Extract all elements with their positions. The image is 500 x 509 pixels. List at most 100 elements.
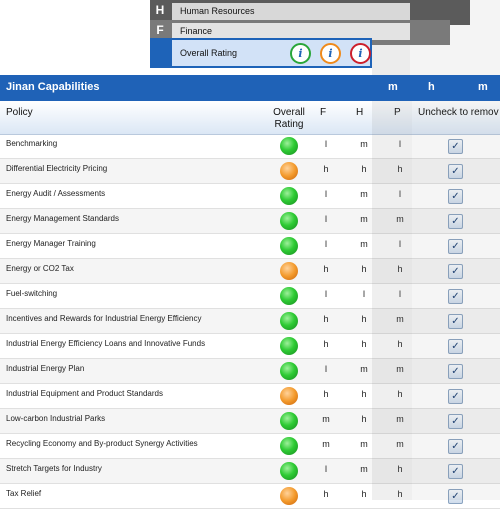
policy-name: Energy Audit / Assessments xyxy=(6,189,106,198)
value-h: h xyxy=(361,489,367,499)
rating-indicator-icon xyxy=(280,287,298,305)
table-row: Fuel-switching l l l ✓ xyxy=(0,284,500,309)
info-icon[interactable]: i xyxy=(320,43,341,64)
value-p: h xyxy=(397,489,403,499)
include-checkbox[interactable]: ✓ xyxy=(448,464,463,479)
rating-indicator-icon xyxy=(280,237,298,255)
value-f: h xyxy=(323,339,329,349)
rating-indicator-icon xyxy=(280,487,298,505)
header-overall: Overall xyxy=(273,107,305,118)
policy-name: Benchmarking xyxy=(6,139,58,148)
table-row: Benchmarking l m l ✓ xyxy=(0,134,500,159)
header-rating: Rating xyxy=(274,119,304,130)
value-f: h xyxy=(323,164,329,174)
rating-indicator-icon xyxy=(280,337,298,355)
include-checkbox[interactable]: ✓ xyxy=(448,139,463,154)
include-checkbox[interactable]: ✓ xyxy=(448,339,463,354)
value-p: h xyxy=(397,164,403,174)
table-row: Recycling Economy and By-product Synergy… xyxy=(0,434,500,459)
value-p: l xyxy=(399,239,401,249)
value-h: h xyxy=(361,414,367,424)
policy-name: Differential Electricity Pricing xyxy=(6,164,108,173)
rating-indicator-icon xyxy=(280,162,298,180)
info-icon[interactable]: i xyxy=(350,43,371,64)
include-checkbox[interactable]: ✓ xyxy=(448,489,463,504)
column-code: h xyxy=(428,81,435,93)
policy-name: Energy or CO2 Tax xyxy=(6,264,74,273)
table-row: Industrial Equipment and Product Standar… xyxy=(0,384,500,409)
rating-indicator-icon xyxy=(280,312,298,330)
value-p: h xyxy=(397,339,403,349)
table-row: Energy Audit / Assessments l m l ✓ xyxy=(0,184,500,209)
value-f: l xyxy=(325,289,327,299)
rating-indicator-icon xyxy=(280,262,298,280)
table-row: Industrial Energy Plan l m m ✓ xyxy=(0,359,500,384)
header-p: P xyxy=(394,107,401,118)
value-h: m xyxy=(360,239,368,249)
section-title: Jinan Capabilities xyxy=(6,81,100,93)
include-checkbox[interactable]: ✓ xyxy=(448,439,463,454)
tab-label: Finance xyxy=(180,26,213,36)
include-checkbox[interactable]: ✓ xyxy=(448,239,463,254)
value-h: h xyxy=(361,314,367,324)
tab-body: Finance xyxy=(172,23,410,40)
rating-indicator-icon xyxy=(280,412,298,430)
value-h: m xyxy=(360,139,368,149)
include-checkbox[interactable]: ✓ xyxy=(448,164,463,179)
value-h: m xyxy=(360,364,368,374)
value-h: h xyxy=(361,164,367,174)
rating-indicator-icon xyxy=(280,187,298,205)
policy-name: Industrial Energy Plan xyxy=(6,364,85,373)
value-f: l xyxy=(325,239,327,249)
value-p: m xyxy=(396,439,404,449)
rating-info-icons: i i i xyxy=(290,43,371,64)
value-p: h xyxy=(397,464,403,474)
rating-indicator-icon xyxy=(280,362,298,380)
value-f: m xyxy=(322,439,330,449)
value-p: m xyxy=(396,364,404,374)
value-f: l xyxy=(325,189,327,199)
table-row: Incentives and Rewards for Industrial En… xyxy=(0,309,500,334)
rating-indicator-icon xyxy=(280,137,298,155)
table-row: Tax Relief h h h ✓ xyxy=(0,484,500,509)
rating-indicator-icon xyxy=(280,212,298,230)
tab-stack: H Human Resources F Finance Overall Rati… xyxy=(0,0,500,75)
column-code: m xyxy=(478,81,488,93)
tab-label: Overall Rating xyxy=(180,48,238,58)
table-header: Policy Overall Rating F H P Uncheck to r… xyxy=(0,101,500,135)
include-checkbox[interactable]: ✓ xyxy=(448,389,463,404)
policy-name: Recycling Economy and By-product Synergy… xyxy=(6,439,198,448)
include-checkbox[interactable]: ✓ xyxy=(448,189,463,204)
include-checkbox[interactable]: ✓ xyxy=(448,214,463,229)
tab-overall-rating[interactable]: Overall Rating i i i xyxy=(150,38,372,68)
value-p: l xyxy=(399,189,401,199)
policy-name: Incentives and Rewards for Industrial En… xyxy=(6,314,202,323)
header-uncheck: Uncheck to remov xyxy=(418,107,499,118)
include-checkbox[interactable]: ✓ xyxy=(448,289,463,304)
info-icon[interactable]: i xyxy=(290,43,311,64)
table-row: Low-carbon Industrial Parks m h m ✓ xyxy=(0,409,500,434)
value-p: l xyxy=(399,289,401,299)
value-p: h xyxy=(397,389,403,399)
value-p: h xyxy=(397,264,403,274)
rating-indicator-icon xyxy=(280,462,298,480)
table-row: Differential Electricity Pricing h h h ✓ xyxy=(0,159,500,184)
value-h: m xyxy=(360,189,368,199)
value-f: l xyxy=(325,464,327,474)
include-checkbox[interactable]: ✓ xyxy=(448,414,463,429)
include-checkbox[interactable]: ✓ xyxy=(448,264,463,279)
value-p: m xyxy=(396,214,404,224)
tab-body: Overall Rating i i i xyxy=(172,40,371,66)
value-p: m xyxy=(396,314,404,324)
value-p: l xyxy=(399,139,401,149)
header-policy: Policy xyxy=(6,107,33,118)
table-row: Industrial Energy Efficiency Loans and I… xyxy=(0,334,500,359)
policy-name: Fuel-switching xyxy=(6,289,58,298)
include-checkbox[interactable]: ✓ xyxy=(448,364,463,379)
value-h: h xyxy=(361,339,367,349)
value-p: m xyxy=(396,414,404,424)
value-f: h xyxy=(323,264,329,274)
include-checkbox[interactable]: ✓ xyxy=(448,314,463,329)
value-h: h xyxy=(361,264,367,274)
policy-name: Industrial Energy Efficiency Loans and I… xyxy=(6,339,206,348)
